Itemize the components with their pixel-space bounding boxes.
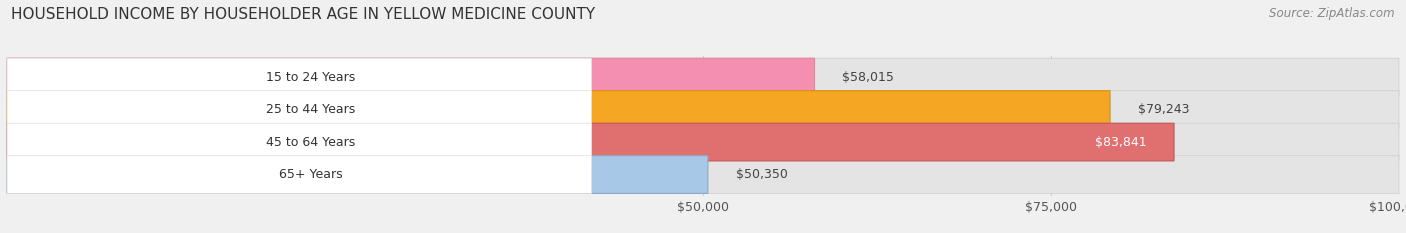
FancyBboxPatch shape [7, 58, 814, 96]
Text: 25 to 44 Years: 25 to 44 Years [266, 103, 356, 116]
FancyBboxPatch shape [7, 156, 707, 193]
FancyBboxPatch shape [7, 58, 592, 96]
FancyBboxPatch shape [7, 123, 1399, 161]
Text: $83,841: $83,841 [1095, 136, 1146, 149]
FancyBboxPatch shape [7, 91, 1399, 128]
FancyBboxPatch shape [7, 156, 1399, 193]
Text: Source: ZipAtlas.com: Source: ZipAtlas.com [1270, 7, 1395, 20]
FancyBboxPatch shape [7, 91, 592, 128]
FancyBboxPatch shape [7, 156, 592, 193]
FancyBboxPatch shape [7, 123, 1174, 161]
FancyBboxPatch shape [7, 123, 592, 161]
Text: 65+ Years: 65+ Years [280, 168, 343, 181]
Text: $79,243: $79,243 [1137, 103, 1189, 116]
Text: 15 to 24 Years: 15 to 24 Years [266, 71, 356, 84]
Text: HOUSEHOLD INCOME BY HOUSEHOLDER AGE IN YELLOW MEDICINE COUNTY: HOUSEHOLD INCOME BY HOUSEHOLDER AGE IN Y… [11, 7, 595, 22]
Text: $50,350: $50,350 [735, 168, 787, 181]
Text: 45 to 64 Years: 45 to 64 Years [266, 136, 356, 149]
Text: $58,015: $58,015 [842, 71, 894, 84]
FancyBboxPatch shape [7, 58, 1399, 96]
FancyBboxPatch shape [7, 91, 1111, 128]
